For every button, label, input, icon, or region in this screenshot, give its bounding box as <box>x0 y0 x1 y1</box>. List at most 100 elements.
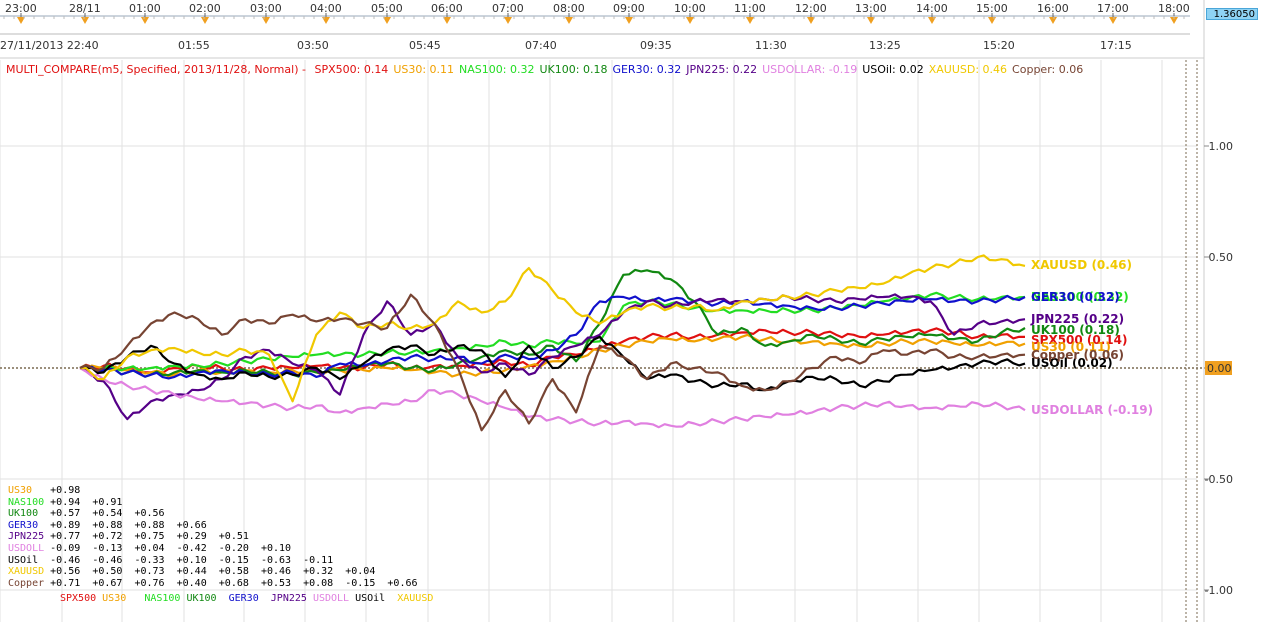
time-label-top: 02:00 <box>189 2 221 15</box>
session-marker <box>625 17 633 24</box>
correlation-footer: SPX500 US30 NAS100 UK100 GER30 JPN225 US… <box>60 593 439 604</box>
y-tick-label: 0.50 <box>1209 251 1234 264</box>
time-label-top: 09:00 <box>613 2 645 15</box>
series-end-label-nas100: NAS100 (0.32) <box>1031 290 1129 304</box>
series-end-label-jpn225: JPN225 (0.22) <box>1030 312 1124 326</box>
correlation-row-name: GER30 <box>8 519 51 531</box>
indicator-item: Copper: 0.06 <box>1012 63 1084 76</box>
indicator-label: MULTI_COMPARE(m5, Specified, 2013/11/28,… <box>6 63 306 76</box>
correlation-row-name: USOil <box>8 554 51 566</box>
indicator-item: XAUUSD: 0.46 <box>928 63 1008 76</box>
correlation-value: +0.51 <box>218 531 261 543</box>
correlation-value: +0.88 <box>134 519 177 531</box>
time-label-top: 07:00 <box>492 2 524 15</box>
y-axis: 1.00 0.50 -0.50 -1.00 0.00 <box>1203 0 1234 622</box>
correlation-value: +0.54 <box>92 508 135 520</box>
series-end-label-copper: Copper (0.06) <box>1031 348 1124 362</box>
correlation-row-name: UK100 <box>8 508 51 520</box>
time-label-top: 03:00 <box>250 2 282 15</box>
time-label-bottom: 01:55 <box>178 39 210 52</box>
time-label-bottom: 03:50 <box>297 39 329 52</box>
time-label-bottom: 17:15 <box>1100 39 1132 52</box>
correlation-value: -0.42 <box>176 542 219 554</box>
correlation-value: +0.04 <box>134 542 177 554</box>
zero-badge-label: 0.00 <box>1207 362 1232 375</box>
series-end-label-ger30: GER30 (0.32) <box>1031 290 1120 304</box>
correlation-value: +0.75 <box>134 531 177 543</box>
time-label-top: 11:00 <box>734 2 766 15</box>
correlation-row: XAUUSD +0.56 +0.50 +0.73 +0.44 +0.58 +0.… <box>8 566 430 578</box>
correlation-column-name: SPX500 <box>60 593 103 604</box>
correlation-value: -0.15 <box>218 554 261 566</box>
correlation-value: +0.56 <box>50 566 93 578</box>
correlation-row: UK100 +0.57 +0.54 +0.56 <box>8 508 430 520</box>
session-marker <box>17 17 25 24</box>
correlation-value: -0.09 <box>50 542 93 554</box>
y-tick-label: -1.00 <box>1205 584 1233 597</box>
correlation-value: -0.15 <box>345 577 388 589</box>
session-marker <box>504 17 512 24</box>
correlation-column-name: UK100 <box>186 593 229 604</box>
correlation-value: -0.20 <box>218 542 261 554</box>
correlation-matrix: US30 +0.98 NAS100 +0.94 +0.91 UK100 +0.5… <box>8 485 430 589</box>
series-end-label-usdollar: USDOLLAR (-0.19) <box>1031 403 1153 417</box>
correlation-value: +0.32 <box>303 566 346 578</box>
price-badge: 1.36050 <box>1206 8 1258 20</box>
series-line-ger30 <box>79 294 1026 380</box>
series-end-labels: SPX500 (0.14)US30 (0.11) NAS100 (0.32) UK1… <box>1030 258 1153 417</box>
correlation-value: +0.89 <box>50 519 93 531</box>
correlation-value: +0.76 <box>134 577 177 589</box>
time-label-top: 05:00 <box>371 2 403 15</box>
time-label-top: 10:00 <box>674 2 706 15</box>
correlation-column-name: JPN225 <box>270 593 313 604</box>
correlation-value: +0.44 <box>176 566 219 578</box>
indicator-item: USDOLLAR: -0.19 <box>762 63 858 76</box>
correlation-row-name: XAUUSD <box>8 566 51 578</box>
correlation-row: US30 +0.98 <box>8 485 430 497</box>
correlation-value: +0.73 <box>134 566 177 578</box>
indicator-header: MULTI_COMPARE(m5, Specified, 2013/11/28,… <box>6 63 1093 76</box>
time-label-bottom: 05:45 <box>409 39 441 52</box>
correlation-column-name: NAS100 <box>144 593 187 604</box>
series-end-label-usoil: USOil (0.02) <box>1031 356 1113 370</box>
correlation-value: +0.77 <box>50 531 93 543</box>
correlation-value: +0.98 <box>50 485 93 496</box>
correlation-value: +0.66 <box>176 519 219 531</box>
correlation-value: +0.72 <box>92 531 135 543</box>
series-line-nas100 <box>79 291 1026 372</box>
series-line-xauusd <box>79 254 1026 403</box>
time-bar <box>0 0 1204 34</box>
correlation-value: +0.29 <box>176 531 219 543</box>
correlation-value: +0.50 <box>92 566 135 578</box>
time-label-top: 06:00 <box>431 2 463 15</box>
time-label-top: 01:00 <box>129 2 161 15</box>
correlation-column-name: USOil <box>355 593 398 604</box>
session-marker <box>201 17 209 24</box>
series-end-label-xauusd: XAUUSD (0.46) <box>1031 258 1132 272</box>
correlation-value: +0.04 <box>345 566 388 578</box>
session-marker <box>746 17 754 24</box>
session-marker <box>383 17 391 24</box>
correlation-value: -0.46 <box>92 554 135 566</box>
time-label-top: 16:00 <box>1037 2 1069 15</box>
time-label-bottom: 11:30 <box>755 39 787 52</box>
time-label-bottom: 15:20 <box>983 39 1015 52</box>
time-axis: 23:00 28/11 01:00 02:00 03:00 04:00 05:00 06:00… <box>0 0 1204 59</box>
correlation-row: NAS100 +0.94 +0.91 <box>8 497 430 509</box>
correlation-value: +0.56 <box>134 508 177 520</box>
correlation-row: GER30 +0.89 +0.88 +0.88 +0.66 <box>8 520 430 532</box>
session-marker <box>1170 17 1178 24</box>
correlation-column-name: GER30 <box>228 593 271 604</box>
correlation-row: USDOLL -0.09 -0.13 +0.04 -0.42 -0.20 +0.… <box>8 543 430 555</box>
correlation-value: +0.67 <box>92 577 135 589</box>
indicator-item: USOil: 0.02 <box>862 63 924 76</box>
y-tick-label: 1.00 <box>1209 140 1234 153</box>
time-label-top: 08:00 <box>553 2 585 15</box>
correlation-row-name: Copper <box>8 577 51 589</box>
time-label-top: 04:00 <box>310 2 342 15</box>
time-label-top: 17:00 <box>1097 2 1129 15</box>
correlation-row-name: JPN225 <box>8 531 51 543</box>
indicator-item: UK100: 0.18 <box>539 63 608 76</box>
series-end-label-uk100: UK100 (0.18) <box>1031 323 1120 337</box>
time-label-bottom: 07:40 <box>525 39 557 52</box>
